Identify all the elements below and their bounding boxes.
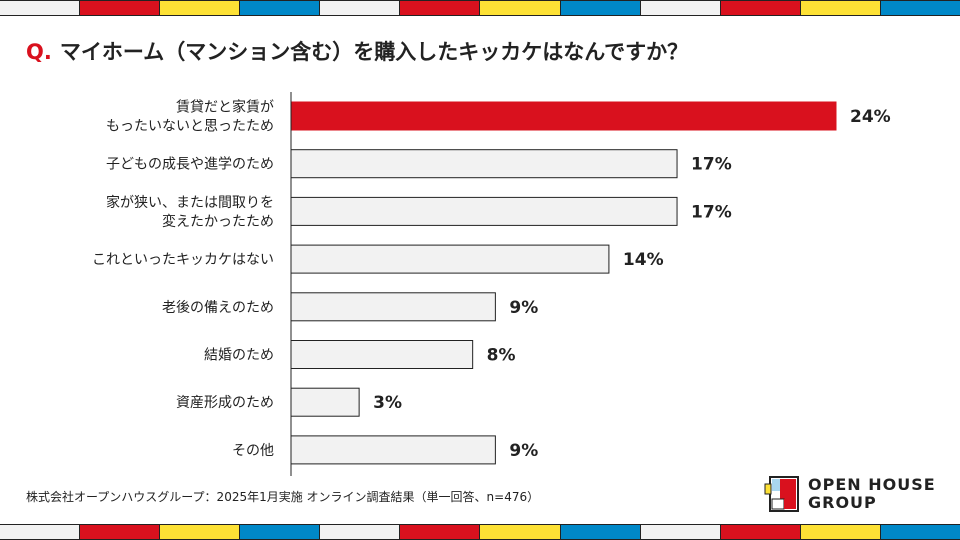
stripe-segment [559, 525, 640, 539]
bar [290, 435, 496, 465]
bar [290, 340, 474, 369]
stripe-segment [0, 525, 80, 539]
question-text: マイホーム（マンション含む）を購入したキッカケはなんですか？ [59, 40, 689, 64]
category-label: 子どもの成長や進学のため [106, 157, 274, 173]
bar [290, 101, 837, 131]
stripe-segment [479, 1, 560, 15]
stripe-segment [799, 1, 880, 15]
logo-line2: GROUP [808, 493, 877, 512]
top-stripe [0, 0, 960, 16]
stripe-segment [639, 525, 720, 539]
stripe-segment [319, 525, 400, 539]
category-label: その他 [232, 443, 274, 459]
stripe-segment [159, 525, 240, 539]
category-label: 変えたかったため [162, 213, 274, 230]
logo-mark-icon [764, 476, 799, 512]
value-label: 3% [373, 393, 402, 413]
open-house-logo: OPEN HOUSE GROUP [764, 476, 936, 512]
stripe-segment [799, 525, 880, 539]
stripe-segment [879, 525, 960, 539]
stripe-segment [0, 1, 80, 15]
bar [290, 149, 678, 179]
stripe-segment [559, 1, 640, 15]
value-label: 9% [509, 441, 538, 461]
bar [290, 196, 678, 226]
bar [290, 387, 360, 417]
category-label: これといったキッカケはない [92, 252, 274, 268]
logo-line1: OPEN HOUSE [808, 475, 936, 494]
bar [290, 292, 496, 322]
stripe-segment [399, 525, 480, 539]
stripe-segment [319, 1, 400, 15]
stripe-segment [639, 1, 720, 15]
category-label: 資産形成のため [176, 395, 274, 411]
stripe-segment [159, 1, 240, 15]
category-label: 賃貸だと家賃が [176, 99, 274, 116]
category-label: 老後の備えのため [162, 300, 274, 316]
stripe-segment [399, 1, 480, 15]
question-prefix: Q. [26, 40, 52, 64]
stripe-segment [719, 525, 800, 539]
bar [290, 244, 610, 274]
stripe-segment [79, 525, 160, 539]
value-label: 17% [691, 155, 732, 175]
value-label: 24% [850, 107, 891, 127]
stripe-segment [239, 525, 320, 539]
page-title: Q. マイホーム（マンション含む）を購入したキッカケはなんですか？ [26, 36, 688, 66]
category-label: 結婚のため [204, 348, 274, 364]
value-label: 14% [623, 250, 664, 270]
category-label: 家が狭い、または間取りを [106, 194, 274, 211]
value-label: 8% [487, 346, 516, 366]
value-label: 17% [691, 202, 732, 222]
stripe-segment [239, 1, 320, 15]
stripe-segment [879, 1, 960, 15]
category-label: もったいないと思ったため [106, 119, 274, 135]
stripe-segment [79, 1, 160, 15]
source-note: 株式会社オープンハウスグループ：2025年1月実施 オンライン調査結果（単一回答… [26, 490, 540, 504]
stripe-segment [479, 525, 560, 539]
value-label: 9% [509, 298, 538, 318]
stripe-segment [719, 1, 800, 15]
